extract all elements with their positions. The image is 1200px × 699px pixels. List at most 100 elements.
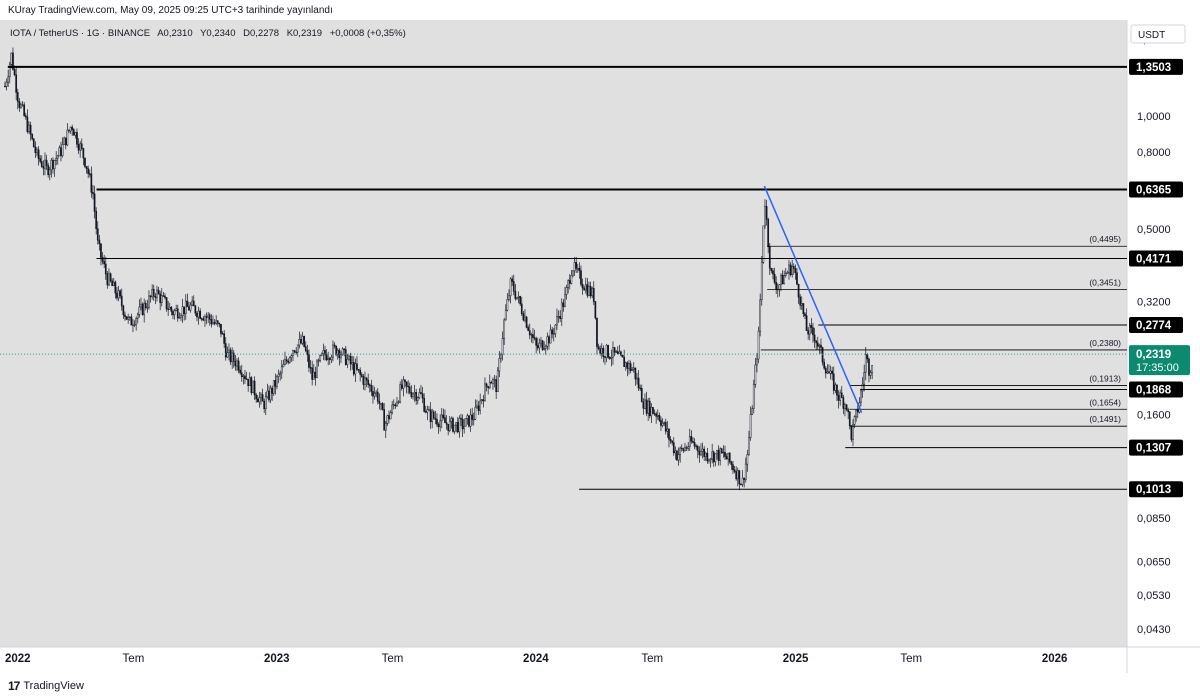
candle-body [316,360,318,378]
candle-body [399,384,402,403]
candle-body [544,345,547,349]
candle-body [23,104,26,116]
candle-body [751,408,754,415]
candle-body [772,270,774,275]
candle-body [605,344,608,358]
candle-body [860,390,862,403]
candle-body [349,355,352,365]
candle-body [362,376,365,385]
candle-body [165,297,168,310]
plot-area[interactable] [0,20,1127,647]
candle-body [786,272,789,274]
currency-box[interactable]: USDT [1130,24,1186,44]
candle-body [266,390,269,398]
time-axis-panel[interactable] [0,647,1127,673]
candle-body [807,330,810,335]
candle-body [522,313,525,321]
candle-body [701,448,704,452]
candle-body [512,281,515,292]
candle-body [581,284,584,289]
candle-body [797,283,800,298]
candle-body [239,369,242,374]
candle-body [127,317,130,320]
candle-body [101,257,104,262]
time-tick-label: 2025 [783,653,809,665]
candle-body [429,409,432,423]
candle-body [298,338,301,346]
candle-body [453,424,456,432]
candle-body [679,447,682,456]
candle-body [632,367,635,370]
candle-body [168,307,171,310]
candle-body [684,447,686,451]
candle-body [306,350,309,356]
candle-body [498,358,501,372]
candle-body [77,144,80,151]
candle-body [868,358,870,376]
price-tick-label: 0,0850 [1137,513,1171,525]
candle-body [485,383,488,387]
candle-body [151,289,154,298]
price-chart[interactable]: (0,4495) (0,3451) (0,2380) (0,1913) (0,1654)… [0,20,1200,673]
fib-level-label: (0,2380) [1089,338,1121,348]
symbol-legend[interactable]: IOTA / TetherUS · 1G · BINANCE A0,2310 Y… [10,28,411,39]
candle-body [458,417,461,433]
trendline-group[interactable] [763,185,863,413]
candle-body [703,448,706,457]
candle-body [80,143,83,149]
price-axis-panel[interactable] [1127,20,1200,647]
candle-body [100,243,102,258]
candle-body [199,310,202,319]
candle-body [436,419,438,425]
candle-body [365,377,368,381]
candle-body [282,364,285,368]
candle-body [92,192,94,195]
candle-body [472,418,475,421]
candle-body [573,262,576,272]
candle-body [372,391,374,397]
candle-body [856,409,859,413]
candle-body [608,357,611,359]
candle-body [450,418,453,422]
footer-brand[interactable]: 17 TradingView [8,679,84,693]
candle-body [423,398,426,412]
candle-body [55,157,58,161]
candle-body [301,335,304,344]
candle-body [460,417,462,420]
candle-body [34,146,37,153]
candle-body [863,372,866,385]
candle-body [58,147,61,157]
candle-body [655,413,658,417]
candle-body [567,280,570,288]
candle-body [52,159,54,170]
candle-body [191,300,194,306]
candle-body [317,360,320,362]
candle-body [32,138,35,148]
candle-body [388,415,390,420]
candle-body [204,316,206,321]
legend-open: A0,2310 [157,28,193,39]
candle-body [396,401,398,407]
candle-body [272,380,275,394]
candle-body [106,273,109,286]
candle-body [288,357,291,363]
candle-body [10,52,13,65]
candle-body [308,354,310,368]
candle-body [250,377,253,394]
candle-body [452,418,454,432]
price-tick-label: 0,0650 [1137,557,1171,569]
candle-body [847,409,850,413]
candle-body [156,289,158,298]
candle-body [176,308,179,319]
candle-body [420,392,422,394]
candle-body [340,354,342,359]
candle-body [319,354,322,361]
candle-body [528,330,531,336]
candle-body [236,360,238,367]
candle-body [618,351,621,354]
candle-body [183,306,186,314]
candle-body [245,378,248,380]
candle-body [292,350,294,356]
candle-body [490,381,493,384]
time-tick-label: 2023 [264,653,290,665]
